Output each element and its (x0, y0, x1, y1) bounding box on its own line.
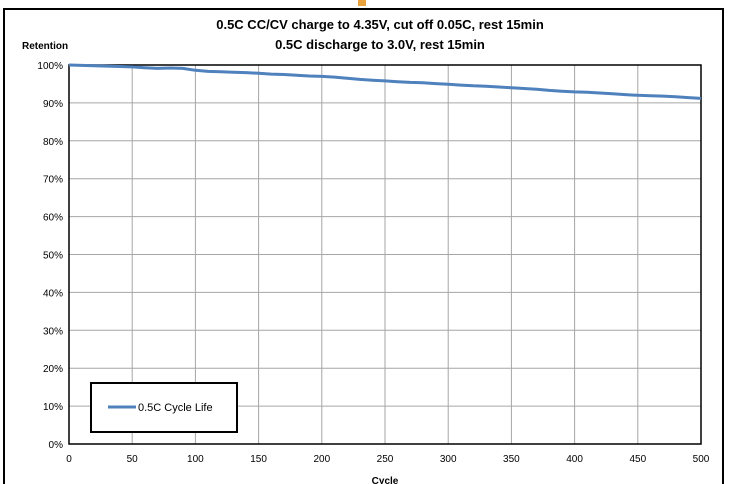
series-line-cycle-life (68, 63, 702, 100)
legend: 0.5C Cycle Life (90, 382, 238, 433)
y-tick-label: 40% (43, 288, 63, 299)
y-tick-label: 10% (43, 402, 63, 413)
x-tick-label: 150 (250, 454, 267, 465)
x-tick-label: 250 (377, 454, 394, 465)
y-tick-label: 30% (43, 326, 63, 337)
y-tick-label: 70% (43, 175, 63, 186)
x-tick-label: 350 (503, 454, 520, 465)
x-tick-label: 500 (693, 454, 710, 465)
x-tick-label: 400 (566, 454, 583, 465)
y-tick-label: 100% (37, 61, 63, 72)
x-tick-labels: 0 50 100 150 200 250 300 350 400 450 500 (66, 454, 710, 465)
x-tick-label: 450 (629, 454, 646, 465)
chart-title-line-2: 0.5C discharge to 3.0V, rest 15min (275, 37, 485, 52)
top-accent-mark (358, 0, 366, 6)
x-tick-label: 50 (127, 454, 139, 465)
x-tick-label: 100 (187, 454, 204, 465)
legend-label: 0.5C Cycle Life (138, 402, 213, 414)
x-axis-label: Cycle (372, 476, 399, 484)
series-layer (68, 63, 702, 100)
y-tick-label: 60% (43, 213, 63, 224)
x-tick-label: 200 (313, 454, 330, 465)
plot-area-border (68, 64, 702, 445)
y-tick-label: 50% (43, 251, 63, 262)
y-tick-labels: 0% 10% 20% 30% 40% 50% 60% 70% 80% 90% 100% (37, 61, 63, 451)
x-tick-label: 0 (66, 454, 72, 465)
y-axis-label: Retention (22, 41, 68, 52)
x-tick-label: 300 (440, 454, 457, 465)
y-tick-label: 20% (43, 364, 63, 375)
y-tick-label: 80% (43, 137, 63, 148)
y-tick-label: 90% (43, 99, 63, 110)
y-tick-label: 0% (49, 440, 64, 451)
chart-title-line-1: 0.5C CC/CV charge to 4.35V, cut off 0.05… (216, 17, 544, 32)
